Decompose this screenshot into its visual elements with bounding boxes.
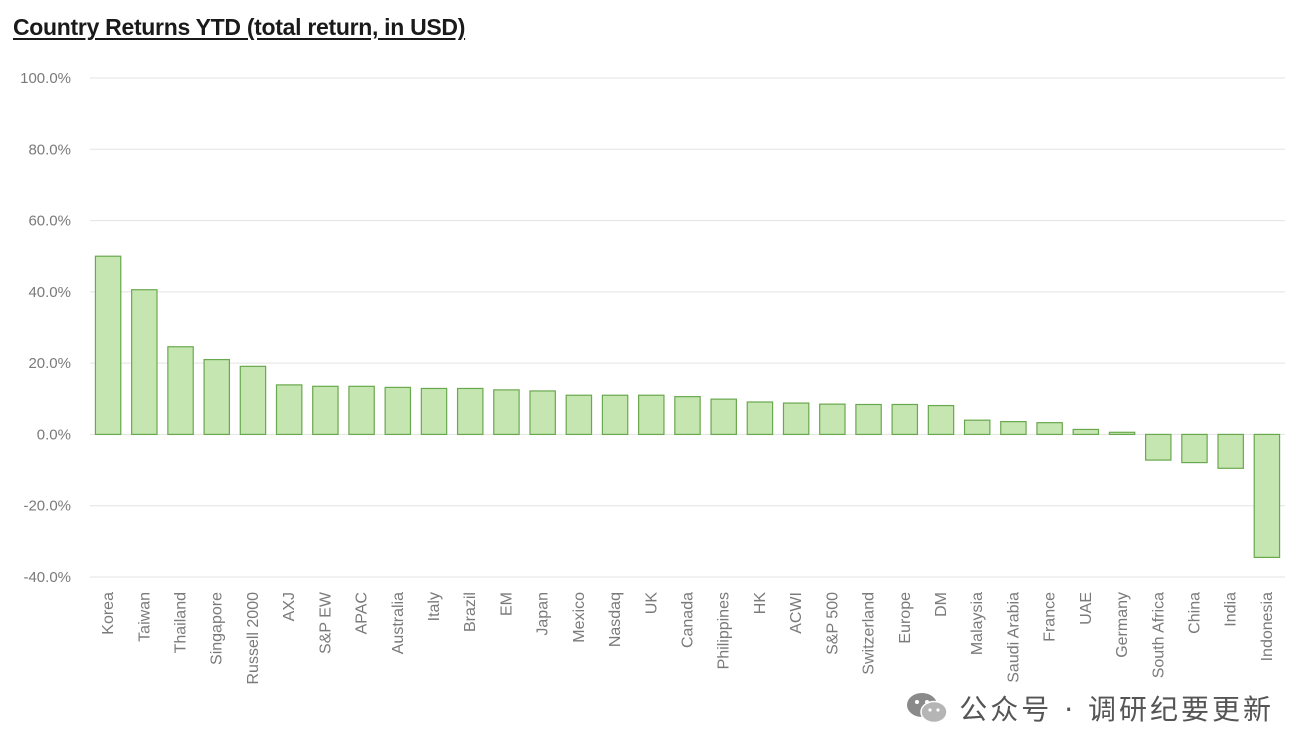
bar-nasdaq	[601, 394, 629, 436]
y-tick-label: 40.0%	[28, 284, 71, 301]
bar-taiwan	[131, 289, 158, 436]
x-tick-label: UAE	[1078, 592, 1095, 625]
bar-russell-2000	[239, 365, 267, 436]
bar-thailand	[167, 346, 194, 436]
x-tick-label: France	[1042, 592, 1059, 642]
bar-saudi-arabia	[1000, 420, 1027, 436]
bar-china	[1181, 433, 1208, 464]
bar-france	[1036, 422, 1063, 436]
x-tick-label: ACWI	[788, 592, 805, 634]
bar-japan	[529, 390, 556, 436]
x-tick-label: Nasdaq	[607, 592, 624, 647]
x-tick-label: DM	[933, 592, 950, 617]
bar-mexico	[565, 394, 593, 436]
wechat-icon	[907, 693, 949, 724]
watermark-text: 公众号 · 调研纪要更新	[959, 693, 1274, 726]
bar-brazil	[456, 387, 484, 436]
bar-europe	[891, 403, 919, 436]
x-tick-label: Saudi Arabia	[1005, 592, 1022, 683]
y-tick-label: -20.0%	[23, 498, 71, 515]
bar-italy	[420, 387, 448, 436]
bar-korea	[94, 255, 122, 436]
y-tick-label: -40.0%	[23, 569, 71, 586]
x-tick-label: S&P EW	[317, 591, 334, 654]
bar-uae	[1072, 428, 1100, 436]
x-tick-label: HK	[752, 592, 769, 615]
bar-india	[1217, 433, 1244, 469]
x-tick-label: AXJ	[281, 592, 298, 621]
y-tick-label: 20.0%	[28, 355, 71, 372]
x-tick-label: Brazil	[462, 592, 479, 632]
x-tick-label: S&P 500	[824, 592, 841, 655]
bar-philippines	[710, 398, 737, 436]
x-tick-label: Germany	[1114, 592, 1131, 658]
x-tick-label: Singapore	[209, 592, 226, 665]
bar-s-p-500	[819, 403, 846, 436]
bar-germany	[1108, 431, 1136, 436]
bar-em	[493, 389, 520, 436]
x-tick-label: UK	[643, 592, 660, 615]
y-tick-label: 60.0%	[28, 213, 71, 230]
chart-title: Country Returns YTD (total return, in US…	[13, 14, 466, 40]
x-tick-label: Philippines	[716, 592, 733, 669]
bar-south-africa	[1144, 433, 1172, 461]
x-tick-label: APAC	[354, 592, 371, 634]
x-tick-label: Europe	[897, 592, 914, 644]
x-tick-label: Malaysia	[969, 592, 986, 655]
bar-malaysia	[963, 419, 991, 436]
bar-apac	[348, 385, 375, 436]
bar-switzerland	[855, 403, 882, 436]
bar-s-p-ew	[312, 385, 339, 436]
bar-acwi	[782, 402, 810, 436]
x-tick-label: Switzerland	[861, 592, 878, 675]
bar-canada	[674, 396, 701, 436]
x-tick-label: China	[1186, 592, 1203, 634]
x-tick-label: Indonesia	[1259, 592, 1276, 661]
x-tick-label: Italy	[426, 592, 443, 621]
x-tick-label: Korea	[100, 592, 117, 635]
x-tick-label: Thailand	[173, 592, 190, 653]
bar-singapore	[203, 358, 231, 436]
y-tick-label: 80.0%	[28, 141, 71, 158]
y-tick-label: 0.0%	[37, 426, 71, 443]
x-tick-label: Taiwan	[136, 592, 153, 642]
bar-axj	[275, 384, 303, 436]
x-tick-label: Mexico	[571, 592, 588, 643]
bar-indonesia	[1253, 433, 1281, 558]
watermark: 公众号 · 调研纪要更新	[905, 688, 1274, 728]
x-tick-label: South Africa	[1150, 592, 1167, 678]
bar-hk	[746, 401, 774, 436]
bar-dm	[927, 404, 955, 436]
y-tick-label: 100.0%	[20, 70, 71, 87]
x-tick-label: EM	[498, 592, 515, 616]
x-tick-label: India	[1223, 592, 1240, 627]
x-tick-label: Australia	[390, 592, 407, 654]
bar-uk	[638, 394, 665, 436]
x-tick-label: Russell 2000	[245, 592, 262, 685]
bar-australia	[384, 386, 412, 436]
x-tick-label: Canada	[680, 592, 697, 648]
x-tick-label: Japan	[535, 592, 552, 636]
